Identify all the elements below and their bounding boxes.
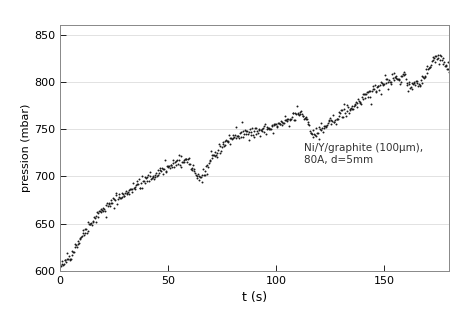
Text: Ni/Y/graphite (100μm),
80A, d=5mm: Ni/Y/graphite (100μm), 80A, d=5mm <box>304 143 424 165</box>
X-axis label: t (s): t (s) <box>242 291 267 304</box>
Y-axis label: pression (mbar): pression (mbar) <box>21 104 31 192</box>
